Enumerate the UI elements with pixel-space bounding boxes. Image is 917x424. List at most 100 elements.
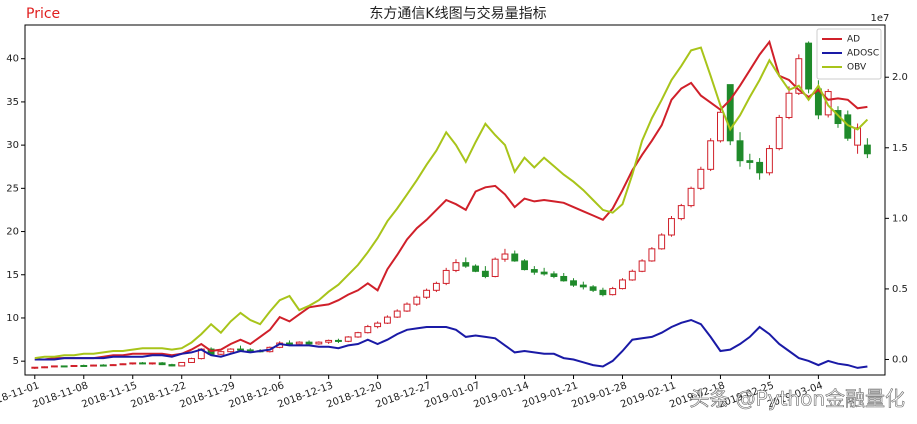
- candle-body: [746, 160, 754, 163]
- candle-body: [619, 279, 626, 290]
- y-tick-label: 20: [6, 227, 19, 238]
- y-tick-label: 30: [6, 140, 19, 151]
- candle-body: [854, 127, 862, 146]
- chart-title: 东方通信K线图与交易量指标: [369, 5, 546, 22]
- candle-body: [374, 322, 382, 328]
- candle-body: [775, 116, 783, 150]
- candle-body: [658, 234, 666, 250]
- y-tick-label: 10: [6, 313, 19, 324]
- candle-body: [217, 351, 225, 355]
- candle-body: [119, 363, 127, 366]
- legend-label: ADOSC: [847, 49, 879, 59]
- y-axis-label: Price: [26, 6, 60, 22]
- candle-body: [188, 358, 195, 363]
- legend-label: OBV: [847, 63, 867, 73]
- candle-body: [41, 366, 49, 369]
- candle-body: [70, 364, 78, 367]
- candle-body: [472, 265, 480, 272]
- watermark: 头条 @Python金融量化: [689, 387, 905, 411]
- candle-body: [442, 269, 450, 284]
- series-line: [34, 318, 868, 369]
- candle-body: [364, 326, 372, 334]
- candle-body: [765, 148, 773, 174]
- candle-body: [354, 332, 362, 338]
- candle-body: [286, 342, 293, 345]
- candle-body: [521, 260, 528, 271]
- candle-body: [403, 303, 411, 312]
- candle-body: [168, 364, 176, 367]
- candle-body: [638, 260, 646, 272]
- candle-body: [687, 187, 695, 207]
- candle-body: [227, 348, 235, 353]
- y-tick-label: 35: [6, 97, 19, 108]
- candle-body: [756, 161, 764, 174]
- candle-body: [432, 282, 440, 291]
- candle-body: [50, 365, 58, 368]
- candle-body: [668, 218, 675, 236]
- candle-body: [237, 348, 244, 351]
- candle-body: [648, 248, 656, 262]
- y-tick-label: 40: [6, 54, 19, 65]
- candle-body: [511, 253, 519, 262]
- candle-body: [129, 362, 137, 365]
- candle-body: [99, 364, 107, 367]
- candle-body: [570, 280, 577, 286]
- candle-body: [560, 275, 568, 282]
- candle-body: [413, 296, 421, 305]
- candle-body: [305, 341, 313, 345]
- candle-body: [148, 362, 156, 365]
- y2-tick-label: 0.0: [892, 354, 908, 365]
- candle-body: [315, 341, 323, 345]
- candle-body: [795, 58, 803, 94]
- candle-body: [90, 364, 98, 367]
- candle-body: [736, 140, 744, 162]
- plot-frame: [24, 24, 886, 376]
- candle-body: [60, 365, 68, 368]
- candle-body: [423, 289, 431, 298]
- legend-label: AD: [847, 35, 860, 45]
- candle-body: [707, 140, 715, 170]
- candle-body: [481, 270, 489, 277]
- candle-body: [501, 253, 509, 260]
- y-tick-label: 25: [6, 183, 19, 194]
- candle-body: [325, 339, 333, 343]
- series-line: [34, 46, 869, 360]
- candle-body: [491, 258, 499, 277]
- candle-body: [452, 262, 460, 271]
- candle-body: [344, 336, 352, 342]
- candle-body: [717, 111, 724, 142]
- candle-body: [726, 84, 734, 142]
- series-line: [34, 39, 868, 361]
- candle-body: [393, 310, 401, 318]
- candle-body: [609, 288, 617, 296]
- candle-body: [335, 339, 342, 342]
- candle-body: [589, 286, 597, 291]
- candle-body: [246, 349, 254, 352]
- candle-body: [31, 366, 39, 369]
- candle-body: [295, 341, 303, 345]
- y2-tick-label: 0.5: [892, 284, 908, 295]
- candle-body: [550, 273, 558, 277]
- y-tick-label: 15: [6, 270, 19, 281]
- y2-offset-label: 1e7: [871, 13, 890, 24]
- candle-body: [599, 289, 607, 296]
- y2-tick-label: 2.0: [892, 72, 908, 83]
- y2-tick-label: 1.5: [892, 143, 908, 154]
- candle-body: [805, 42, 813, 90]
- candle-body: [540, 271, 548, 275]
- candle-body: [785, 92, 793, 118]
- candle-body: [109, 364, 117, 367]
- candle-body: [863, 144, 871, 155]
- candle-body: [139, 362, 146, 365]
- candle-body: [80, 364, 88, 367]
- y-tick-label: 5: [13, 356, 19, 367]
- y2-tick-label: 1.0: [892, 213, 908, 224]
- candle-body: [462, 262, 470, 267]
- candle-body: [579, 284, 587, 288]
- candle-body: [677, 205, 685, 220]
- candle-body: [628, 270, 636, 281]
- candle-body: [697, 168, 705, 189]
- candle-body: [178, 361, 186, 367]
